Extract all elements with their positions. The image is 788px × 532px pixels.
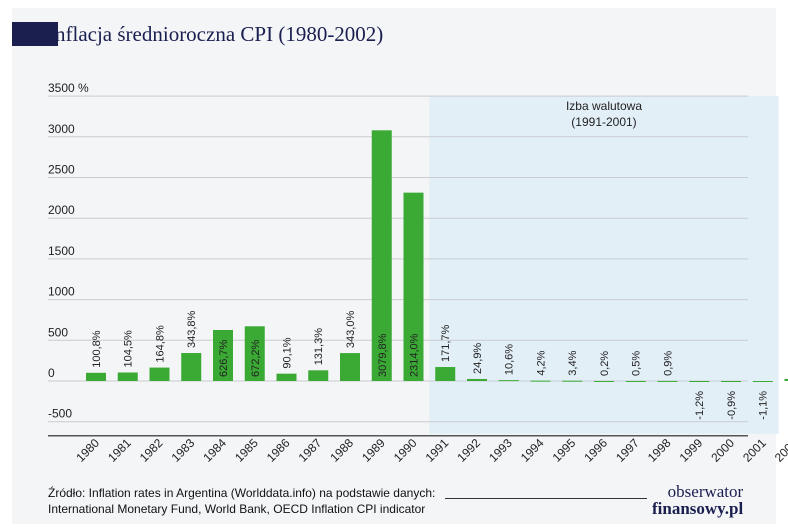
bar: [752, 381, 773, 382]
x-tick-label: 2002: [772, 436, 788, 465]
x-tick-label: 1986: [264, 436, 293, 465]
data-label: 0,9%: [663, 351, 675, 376]
data-label: 164,8%: [155, 325, 167, 363]
data-label: -1,2%: [694, 391, 706, 420]
source-underline: [445, 498, 647, 499]
x-tick-label: 1987: [296, 436, 325, 465]
x-tick-label: 1980: [73, 436, 102, 465]
logo-line-2: finansowy.pl: [652, 499, 744, 518]
data-label: 131,3%: [313, 328, 325, 366]
x-tick-label: 1992: [454, 436, 483, 465]
source-line-1: Źródło: Inflation rates in Argentina (Wo…: [48, 486, 436, 500]
x-tick-label: 1994: [518, 436, 547, 465]
x-tick-label: 2000: [708, 436, 737, 465]
bar: [435, 367, 456, 381]
data-label: 626,7%: [218, 339, 230, 377]
x-tick-label: 1989: [359, 436, 388, 465]
bar: [403, 192, 424, 381]
source-note: Źródło: Inflation rates in Argentina (Wo…: [48, 485, 435, 517]
data-label: 104,5%: [123, 330, 135, 368]
data-label: 90,1%: [282, 337, 294, 368]
x-tick-label: 1997: [613, 436, 642, 465]
bar: [149, 367, 170, 381]
bar: [117, 372, 138, 381]
data-label: 2314,0%: [409, 333, 421, 377]
x-tick-label: 1988: [327, 436, 356, 465]
chart-svg: -500 0 500 1000 1500 2000 2500 3000 3500 % Izba w…: [48, 81, 788, 465]
y-tick-label: 3500 %: [48, 81, 89, 95]
y-tick-label: 0: [48, 366, 55, 380]
x-tick-label: 1993: [486, 436, 515, 465]
bar: [340, 353, 360, 381]
bar: [308, 370, 329, 381]
bar: [530, 380, 551, 382]
chart-title: Inflacja średnioroczna CPI (1980-2002): [48, 22, 384, 46]
x-tick-label: 1985: [232, 436, 261, 465]
bar: [594, 380, 614, 382]
data-label: 3079,8%: [377, 333, 389, 377]
data-label: -1,1%: [758, 391, 770, 420]
x-tick-label: 1995: [550, 436, 579, 465]
shaded-region: [429, 96, 779, 434]
data-label: 672,2%: [250, 339, 262, 377]
data-label: 343,0%: [345, 311, 357, 349]
data-label: 3,4%: [567, 350, 579, 375]
bar: [625, 380, 646, 382]
y-tick-label: 2000: [48, 203, 75, 217]
data-label: 0,2%: [599, 351, 611, 376]
bar: [784, 378, 788, 381]
publisher-logo: obserwator finansowy.pl: [652, 483, 743, 517]
bar: [467, 378, 487, 381]
x-tick-label: 1981: [105, 436, 134, 465]
title-accent-bar: [12, 22, 58, 46]
x-tick-label: 1998: [645, 436, 674, 465]
x-tick-label: 1996: [581, 436, 610, 465]
x-tick-label: 2001: [740, 436, 769, 465]
x-tick-label: 1999: [677, 436, 706, 465]
bar: [657, 380, 678, 382]
y-tick-label: 1000: [48, 285, 75, 299]
bar: [689, 381, 710, 382]
bar: [244, 326, 265, 381]
data-label: 100,8%: [91, 330, 103, 368]
shaded-region-label: Izba walutowa: [566, 99, 642, 113]
data-label: 4,2%: [536, 350, 548, 375]
x-tick-label: 1983: [169, 436, 198, 465]
y-tick-label: 500: [48, 325, 68, 339]
bar: [371, 130, 392, 381]
y-tick-label: 3000: [48, 122, 75, 136]
data-label: 0,5%: [631, 351, 643, 376]
y-tick-label: 1500: [48, 244, 75, 258]
data-label: -0,9%: [726, 391, 738, 420]
bar: [276, 373, 297, 381]
bar: [181, 353, 202, 381]
x-tick-label: 1984: [200, 436, 229, 465]
bar: [562, 380, 583, 382]
x-tick-label: 1991: [423, 436, 452, 465]
data-label: 10,6%: [504, 344, 516, 375]
y-tick-label: -500: [48, 407, 72, 421]
shaded-region-label: (1991-2001): [571, 115, 636, 129]
x-tick-label: 1990: [391, 436, 420, 465]
data-label: 343,8%: [186, 310, 198, 348]
bar: [498, 380, 519, 382]
bar: [721, 381, 741, 382]
logo-line-1: obserwator: [667, 482, 744, 501]
source-line-2: International Monetary Fund, World Bank,…: [48, 502, 426, 516]
data-label: 171,7%: [440, 324, 452, 362]
bar: [213, 329, 233, 381]
x-tick-label: 1982: [137, 436, 166, 465]
y-tick-label: 2500: [48, 163, 75, 177]
bar: [86, 372, 106, 381]
data-label: 24,9%: [472, 343, 484, 374]
